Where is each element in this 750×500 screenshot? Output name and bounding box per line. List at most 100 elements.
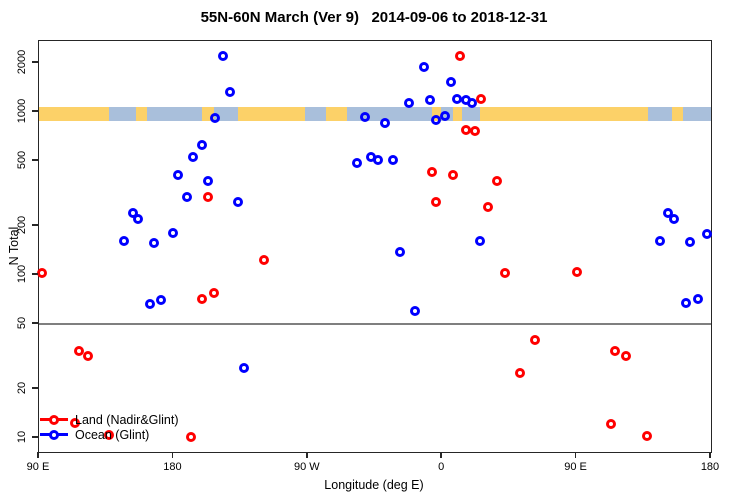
ocean-series-marker-icon	[40, 429, 68, 440]
data-point-ocean	[431, 115, 442, 126]
x-axis-tick	[37, 452, 39, 458]
data-point-land	[605, 418, 616, 429]
data-point-land	[208, 287, 219, 298]
x-axis-tick-label: 90 E	[26, 461, 50, 473]
data-point-ocean	[202, 175, 213, 186]
legend: Land (Nadir&Glint) Ocean (Glint)	[40, 412, 179, 442]
data-point-ocean	[372, 154, 383, 165]
data-point-land	[426, 166, 437, 177]
data-point-ocean	[425, 94, 436, 105]
data-point-land	[620, 350, 631, 361]
data-point-ocean	[692, 294, 703, 305]
y-axis-tick	[32, 387, 38, 389]
data-point-ocean	[662, 208, 673, 219]
y-axis-tick	[32, 322, 38, 324]
data-point-land	[514, 368, 525, 379]
legend-item-land: Land (Nadir&Glint)	[40, 412, 179, 427]
data-point-land	[83, 350, 94, 361]
data-point-land	[37, 267, 47, 278]
data-point-ocean	[187, 151, 198, 162]
data-point-land	[104, 430, 115, 441]
data-point-ocean	[181, 192, 192, 203]
y-axis-tick	[32, 436, 38, 438]
data-point-ocean	[144, 299, 155, 310]
chart-title: 55N-60N March (Ver 9) 2014-09-06 to 2018…	[200, 9, 548, 26]
map-band-segment-ocean	[682, 107, 711, 122]
data-point-ocean	[217, 51, 228, 62]
data-point-land	[74, 346, 85, 357]
x-axis-tick	[709, 452, 711, 458]
map-band-segment-land	[201, 107, 214, 122]
data-point-ocean	[655, 235, 666, 246]
data-point-ocean	[210, 112, 221, 123]
data-point-ocean	[238, 362, 249, 373]
data-point-ocean	[440, 111, 451, 122]
x-axis-tick	[440, 452, 442, 458]
x-axis-tick-label: 0	[438, 461, 445, 473]
map-band-segment-land	[431, 107, 441, 122]
map-band-segment-land	[136, 107, 147, 122]
x-axis-tick-label: 90 W	[293, 461, 320, 473]
x-axis-tick-label: 90 E	[564, 461, 587, 473]
data-point-land	[431, 197, 442, 208]
data-point-ocean	[156, 295, 167, 306]
map-band-segment-ocean	[109, 107, 137, 122]
data-point-ocean	[232, 197, 243, 208]
y-axis-tick-label: 1000	[16, 98, 28, 124]
y-axis-tick-label: 2000	[16, 49, 28, 75]
data-point-ocean	[387, 154, 398, 165]
data-point-ocean	[395, 247, 406, 258]
data-point-land	[470, 126, 481, 137]
x-axis-tick	[306, 452, 308, 458]
data-point-ocean	[474, 235, 485, 246]
x-axis-tick-label: 180	[163, 461, 182, 473]
data-point-land	[529, 334, 540, 345]
data-point-land	[571, 267, 582, 278]
y-axis-tick	[32, 224, 38, 226]
map-band-segment-land	[452, 107, 462, 122]
data-point-ocean	[225, 86, 236, 97]
data-point-ocean	[452, 94, 463, 105]
data-point-ocean	[446, 76, 457, 87]
legend-label-land: Land (Nadir&Glint)	[75, 412, 179, 427]
map-band-segment-land	[325, 107, 347, 122]
plot-area	[37, 40, 712, 453]
data-point-ocean	[148, 237, 159, 248]
data-point-ocean	[404, 97, 415, 108]
data-point-ocean	[168, 228, 179, 239]
data-point-ocean	[668, 214, 679, 225]
data-point-ocean	[359, 112, 370, 123]
x-axis-tick-label: 180	[700, 461, 720, 473]
data-point-ocean	[680, 298, 691, 309]
data-point-land	[610, 346, 621, 357]
data-point-land	[69, 417, 80, 428]
map-band-segment-land	[39, 107, 110, 122]
data-point-ocean	[196, 139, 207, 150]
data-point-ocean	[172, 170, 183, 181]
data-point-ocean	[132, 214, 143, 225]
data-point-ocean	[380, 117, 391, 128]
map-band-segment-ocean	[648, 107, 673, 122]
data-point-ocean	[701, 229, 712, 240]
y-axis-tick-label: 50	[16, 316, 28, 330]
data-point-land	[499, 267, 510, 278]
data-point-land	[202, 192, 213, 203]
y-axis-tick-label: 10	[16, 430, 28, 444]
land-series-marker-icon	[40, 414, 68, 425]
y-axis-tick	[32, 61, 38, 63]
data-point-land	[455, 51, 466, 62]
data-point-land	[186, 432, 197, 443]
map-band-segment-ocean	[146, 107, 202, 122]
y-axis-tick-label: 100	[16, 264, 28, 284]
map-band-segment-land	[479, 107, 649, 122]
legend-item-ocean: Ocean (Glint)	[40, 427, 179, 442]
data-point-land	[196, 294, 207, 305]
data-point-ocean	[119, 235, 130, 246]
x-axis-label: Longitude (deg E)	[324, 478, 424, 492]
data-point-land	[641, 430, 652, 441]
y-axis-tick-label: 200	[16, 215, 28, 235]
data-point-ocean	[352, 157, 363, 168]
data-point-land	[483, 202, 494, 213]
map-band-segment-ocean	[304, 107, 326, 122]
